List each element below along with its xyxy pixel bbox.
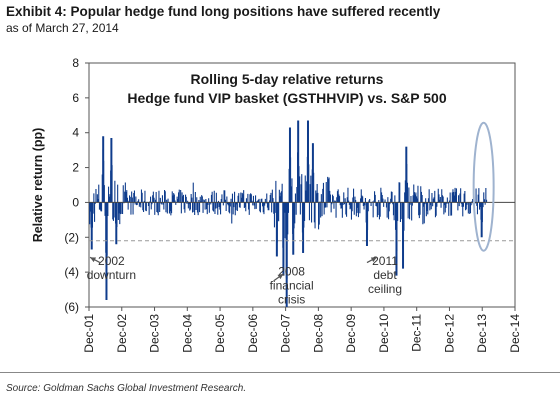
x-tick-label: Dec-09: [344, 314, 358, 353]
x-tick-label: Dec-12: [442, 314, 456, 353]
annotation-text: debt: [373, 268, 397, 282]
annotation-text: 2011: [372, 254, 398, 268]
chart-title: Rolling 5-day relative returns: [191, 71, 384, 87]
footer-rule: [0, 372, 560, 373]
annotation-text: ceiling: [368, 282, 402, 296]
arrow-head: [370, 257, 377, 263]
x-tick-label: Dec-13: [475, 314, 489, 353]
y-tick-label: 6: [72, 91, 79, 105]
annotation-text: 2008: [278, 265, 305, 279]
annotation-text: financial: [270, 279, 314, 293]
y-tick-label: 8: [72, 56, 79, 70]
x-tick-label: Dec-06: [246, 314, 260, 353]
annotation-text: downturn: [87, 268, 136, 282]
y-tick-label: (6): [64, 300, 79, 314]
x-tick-label: Dec-14: [508, 314, 522, 353]
x-tick-label: Dec-08: [311, 314, 325, 353]
y-tick-label: 2: [72, 161, 79, 175]
x-tick-label: Dec-11: [410, 314, 424, 352]
source-note: Source: Goldman Sachs Global Investment …: [6, 383, 247, 394]
x-tick-label: Dec-07: [279, 314, 293, 353]
exhibit-title: Exhibit 4: Popular hedge fund long posit…: [6, 4, 441, 19]
y-axis-label: Relative return (pp): [31, 128, 45, 243]
exhibit-subtitle: as of March 27, 2014: [6, 21, 119, 35]
x-tick-label: Dec-10: [377, 314, 391, 353]
y-tick-label: (4): [64, 265, 79, 279]
y-tick-label: (2): [64, 230, 79, 244]
annotation-text: crisis: [278, 293, 305, 307]
x-tick-label: Dec-03: [148, 314, 162, 353]
x-tick-label: Dec-05: [213, 314, 227, 353]
x-tick-label: Dec-01: [82, 314, 96, 353]
arrow-head: [90, 257, 97, 263]
y-tick-label: 4: [72, 126, 79, 140]
x-tick-label: Dec-02: [115, 314, 129, 353]
chart-subtitle: Hedge fund VIP basket (GSTHHVIP) vs. S&P…: [127, 90, 446, 106]
highlight-ellipse: [472, 121, 495, 252]
bar-series: [89, 120, 488, 307]
x-axis: Dec-01 Dec-02 Dec-03 Dec-04 Dec-05 Dec-06 Dec-…: [82, 307, 522, 353]
arrow-head: [277, 273, 284, 280]
x-tick-label: Dec-04: [180, 314, 194, 353]
y-axis: 8 6 4 2 0 (2) (4) (6): [64, 56, 89, 314]
y-tick-label: 0: [72, 195, 79, 209]
annotation-text: 2002: [98, 254, 125, 268]
